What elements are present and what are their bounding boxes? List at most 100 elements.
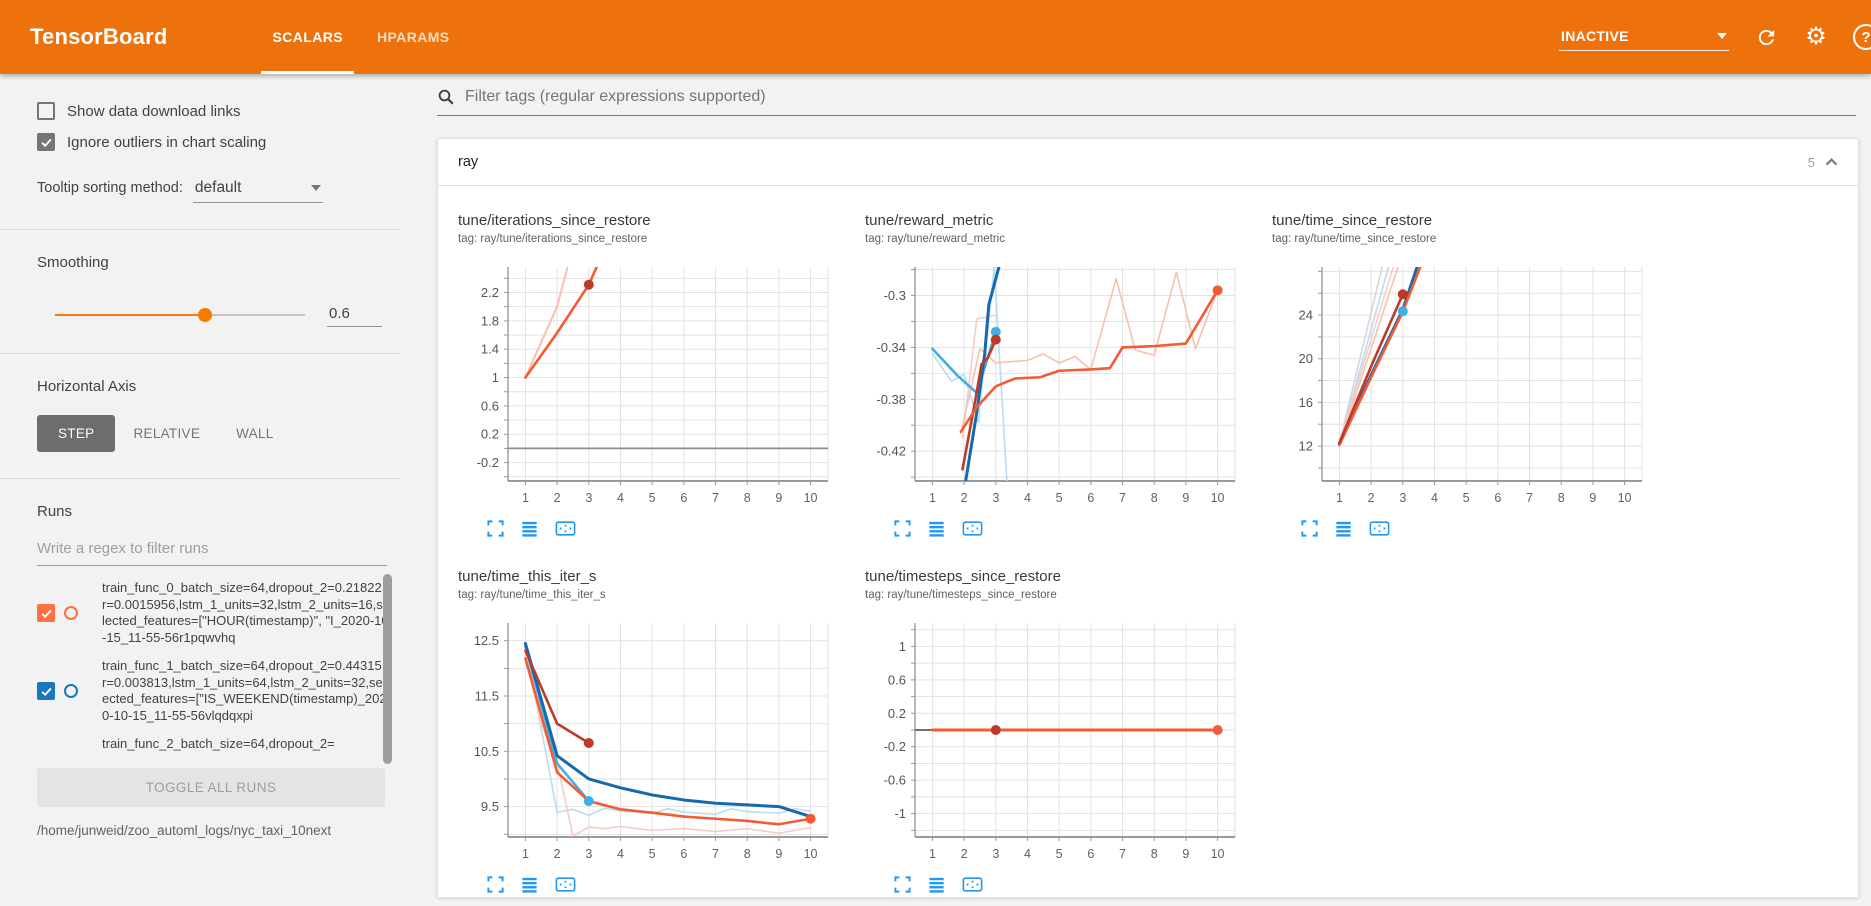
svg-text:-0.42: -0.42 xyxy=(876,444,906,459)
series-sky_run_smoothed xyxy=(931,330,998,395)
search-icon xyxy=(438,89,454,105)
tab-hparams[interactable]: HPARAMS xyxy=(376,29,450,45)
app-title: TensorBoard xyxy=(30,24,168,49)
chart-title: tune/timesteps_since_restore xyxy=(865,568,1061,585)
menu-bars-icon[interactable] xyxy=(927,875,946,894)
svg-text:3: 3 xyxy=(585,491,592,505)
svg-text:8: 8 xyxy=(1558,491,1565,505)
chart-plot-reward_metric[interactable]: 1 2 3 4 5 6 7 8 9 10 -0.3 -0.34 -0.38 -0.42 xyxy=(865,257,1251,515)
fit-domain-icon[interactable] xyxy=(961,519,984,538)
sidebar-scrollbar[interactable] xyxy=(383,574,392,764)
svg-text:-0.3: -0.3 xyxy=(884,288,906,303)
svg-text:1: 1 xyxy=(492,370,499,385)
run-name[interactable]: train_func_0_batch_size=64,dropout_2=0.2… xyxy=(102,580,390,645)
series-marker xyxy=(990,326,1001,337)
tag-group-header[interactable]: ray 5 xyxy=(438,139,1858,186)
menu-bars-icon[interactable] xyxy=(520,875,539,894)
tag-group-title: ray xyxy=(458,154,479,170)
series-dark_red_raw xyxy=(1338,267,1395,444)
svg-text:8: 8 xyxy=(744,847,751,861)
expand-icon[interactable] xyxy=(893,875,912,894)
svg-text:10: 10 xyxy=(804,491,818,505)
tooltip-sorting-dropdown[interactable]: default xyxy=(192,177,323,203)
fit-domain-icon[interactable] xyxy=(961,875,984,894)
charts-grid: tune/iterations_since_restore tag: ray/tu… xyxy=(438,186,1858,906)
svg-text:10: 10 xyxy=(1211,847,1225,861)
svg-text:11.5: 11.5 xyxy=(475,688,499,703)
svg-text:-0.2: -0.2 xyxy=(477,455,499,470)
chevron-up-icon[interactable] xyxy=(1823,154,1840,171)
chart-plot-time_this_iter_s[interactable]: 1 2 3 4 5 6 7 8 9 10 12.5 11.5 10.5 9.5 xyxy=(458,613,844,871)
run-checkbox[interactable] xyxy=(37,682,55,700)
help-icon[interactable]: ? xyxy=(1853,24,1871,50)
run-name[interactable]: train_func_1_batch_size=64,dropout_2=0.4… xyxy=(102,658,389,723)
run-color-radio[interactable] xyxy=(64,606,78,620)
axis-step-button[interactable]: STEP xyxy=(37,415,116,452)
chevron-down-icon xyxy=(310,185,321,191)
status-dropdown[interactable]: INACTIVE xyxy=(1559,24,1729,51)
gear-icon[interactable]: ⚙ xyxy=(1805,23,1827,50)
series-marker xyxy=(1397,289,1408,300)
svg-text:9: 9 xyxy=(1182,847,1189,861)
chart-tag: tag: ray/tune/time_this_iter_s xyxy=(458,589,606,601)
chart-toolbar xyxy=(486,519,865,538)
run-row: train_func_2_batch_size=64,dropout_2= xyxy=(37,736,400,754)
expand-icon[interactable] xyxy=(893,519,912,538)
runs-filter-input[interactable] xyxy=(37,540,387,557)
expand-icon[interactable] xyxy=(1300,519,1319,538)
svg-text:1: 1 xyxy=(899,639,906,654)
svg-text:2: 2 xyxy=(554,491,561,505)
svg-text:3: 3 xyxy=(992,491,999,505)
refresh-icon[interactable] xyxy=(1753,24,1779,50)
svg-text:4: 4 xyxy=(1024,847,1031,861)
svg-text:3: 3 xyxy=(1399,491,1406,505)
run-checkbox[interactable] xyxy=(37,604,55,622)
svg-text:2: 2 xyxy=(961,491,968,505)
svg-text:9: 9 xyxy=(775,491,782,505)
svg-text:16: 16 xyxy=(1299,395,1313,410)
chart-plot-timesteps_since_restore[interactable]: 1 2 3 4 5 6 7 8 9 10 1 0.6 0.2 -0.2 -0.6 -1 xyxy=(865,613,1251,871)
expand-icon[interactable] xyxy=(486,519,505,538)
run-color-radio[interactable] xyxy=(64,684,78,698)
chart-title: tune/time_since_restore xyxy=(1272,212,1433,229)
filter-tags-input[interactable] xyxy=(465,88,1665,106)
slider-thumb[interactable] xyxy=(198,308,212,322)
series-marker xyxy=(583,279,594,290)
series-marker xyxy=(1212,725,1223,735)
svg-text:6: 6 xyxy=(1494,491,1501,505)
fit-domain-icon[interactable] xyxy=(1368,519,1391,538)
svg-text:5: 5 xyxy=(1463,491,1470,505)
axis-relative-button[interactable]: RELATIVE xyxy=(133,426,201,441)
chart-title: tune/iterations_since_restore xyxy=(458,212,651,229)
svg-text:9: 9 xyxy=(775,847,782,861)
svg-text:2: 2 xyxy=(961,847,968,861)
axis-wall-button[interactable]: WALL xyxy=(236,426,274,441)
tab-scalars[interactable]: SCALARS xyxy=(255,0,359,74)
svg-text:9.5: 9.5 xyxy=(481,799,499,814)
svg-text:1.4: 1.4 xyxy=(481,342,499,357)
smoothing-value[interactable]: 0.6 xyxy=(327,303,382,327)
menu-bars-icon[interactable] xyxy=(1334,519,1353,538)
fit-domain-icon[interactable] xyxy=(554,519,577,538)
menu-bars-icon[interactable] xyxy=(520,519,539,538)
svg-text:7: 7 xyxy=(712,491,719,505)
svg-text:7: 7 xyxy=(712,847,719,861)
fit-domain-icon[interactable] xyxy=(554,875,577,894)
show-download-links-checkbox[interactable] xyxy=(37,102,55,120)
svg-text:0.2: 0.2 xyxy=(888,706,906,721)
toggle-all-runs-button[interactable]: TOGGLE ALL RUNS xyxy=(37,768,385,807)
horizontal-axis-label: Horizontal Axis xyxy=(37,378,137,395)
ignore-outliers-checkbox[interactable] xyxy=(37,133,55,151)
smoothing-slider[interactable] xyxy=(55,308,305,322)
expand-icon[interactable] xyxy=(486,875,505,894)
series-train_func_1_smoothed xyxy=(523,641,813,819)
menu-bars-icon[interactable] xyxy=(927,519,946,538)
series-dark_red_smoothed xyxy=(961,338,998,471)
run-name[interactable]: train_func_2_batch_size=64,dropout_2= xyxy=(102,736,335,751)
svg-text:1: 1 xyxy=(522,491,529,505)
series-marker xyxy=(1397,306,1408,317)
chart-plot-iterations_since_restore[interactable]: 1 2 3 4 5 6 7 8 9 10 2.2 1.8 1.4 1 0.6 0.2 -0.2 xyxy=(458,257,844,515)
chart-tag: tag: ray/tune/timesteps_since_restore xyxy=(865,589,1057,601)
series-marker xyxy=(990,334,1001,345)
